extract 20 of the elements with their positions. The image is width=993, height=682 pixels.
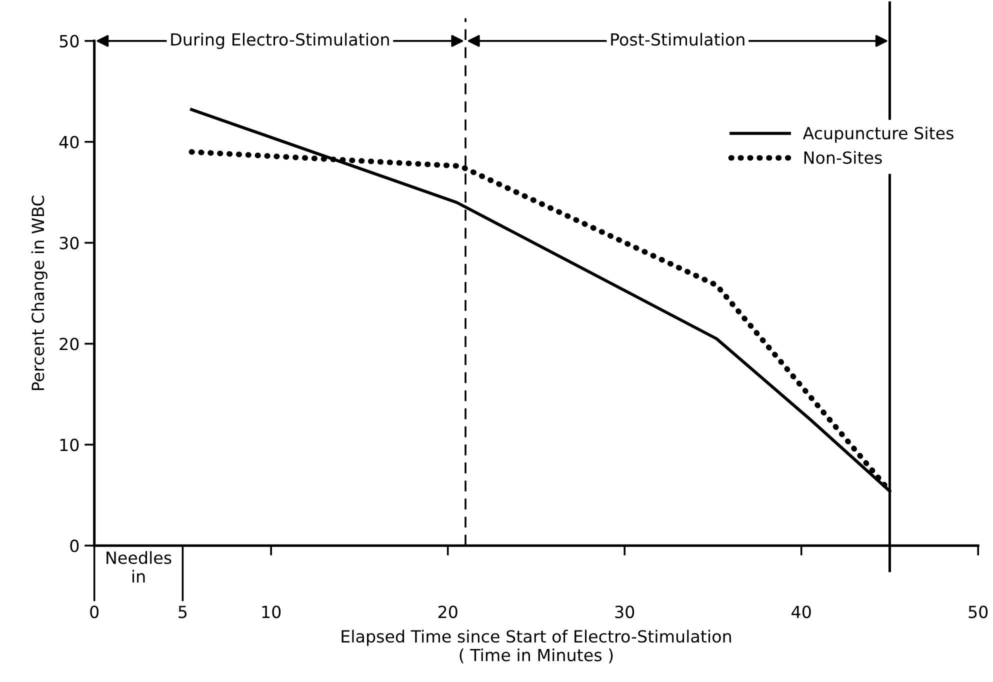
x-tick-label: 20 <box>438 606 458 618</box>
y-tick-label: 20 <box>60 338 79 350</box>
x-tick-label: 0 <box>90 606 99 618</box>
x-tick-label: 5 <box>178 606 187 618</box>
x-tick-label: 50 <box>968 606 988 618</box>
x-tick-label: 40 <box>792 606 811 618</box>
y-tick-label: 50 <box>60 34 79 48</box>
annotation: During Electro-Stimulation <box>171 32 389 49</box>
x-axis-title: Elapsed Time since Start of Electro-Stimulation ( Time in Minutes ) <box>342 630 731 664</box>
legend-label: Non-Sites <box>804 151 882 164</box>
annotation: Post-Stimulation <box>611 32 744 46</box>
y-tick-label: 30 <box>60 236 79 250</box>
y-tick-label: 10 <box>60 438 79 452</box>
x-tick-label: 30 <box>615 606 634 618</box>
y-tick-label: 0 <box>70 540 79 552</box>
y-tick-label: 40 <box>59 136 79 148</box>
legend-label: Acupuncture Sites <box>802 126 954 143</box>
x-tick-label: 10 <box>262 606 281 618</box>
text: Needles in <box>106 551 172 582</box>
y-axis-title: Percent Change in WBC <box>31 196 48 390</box>
